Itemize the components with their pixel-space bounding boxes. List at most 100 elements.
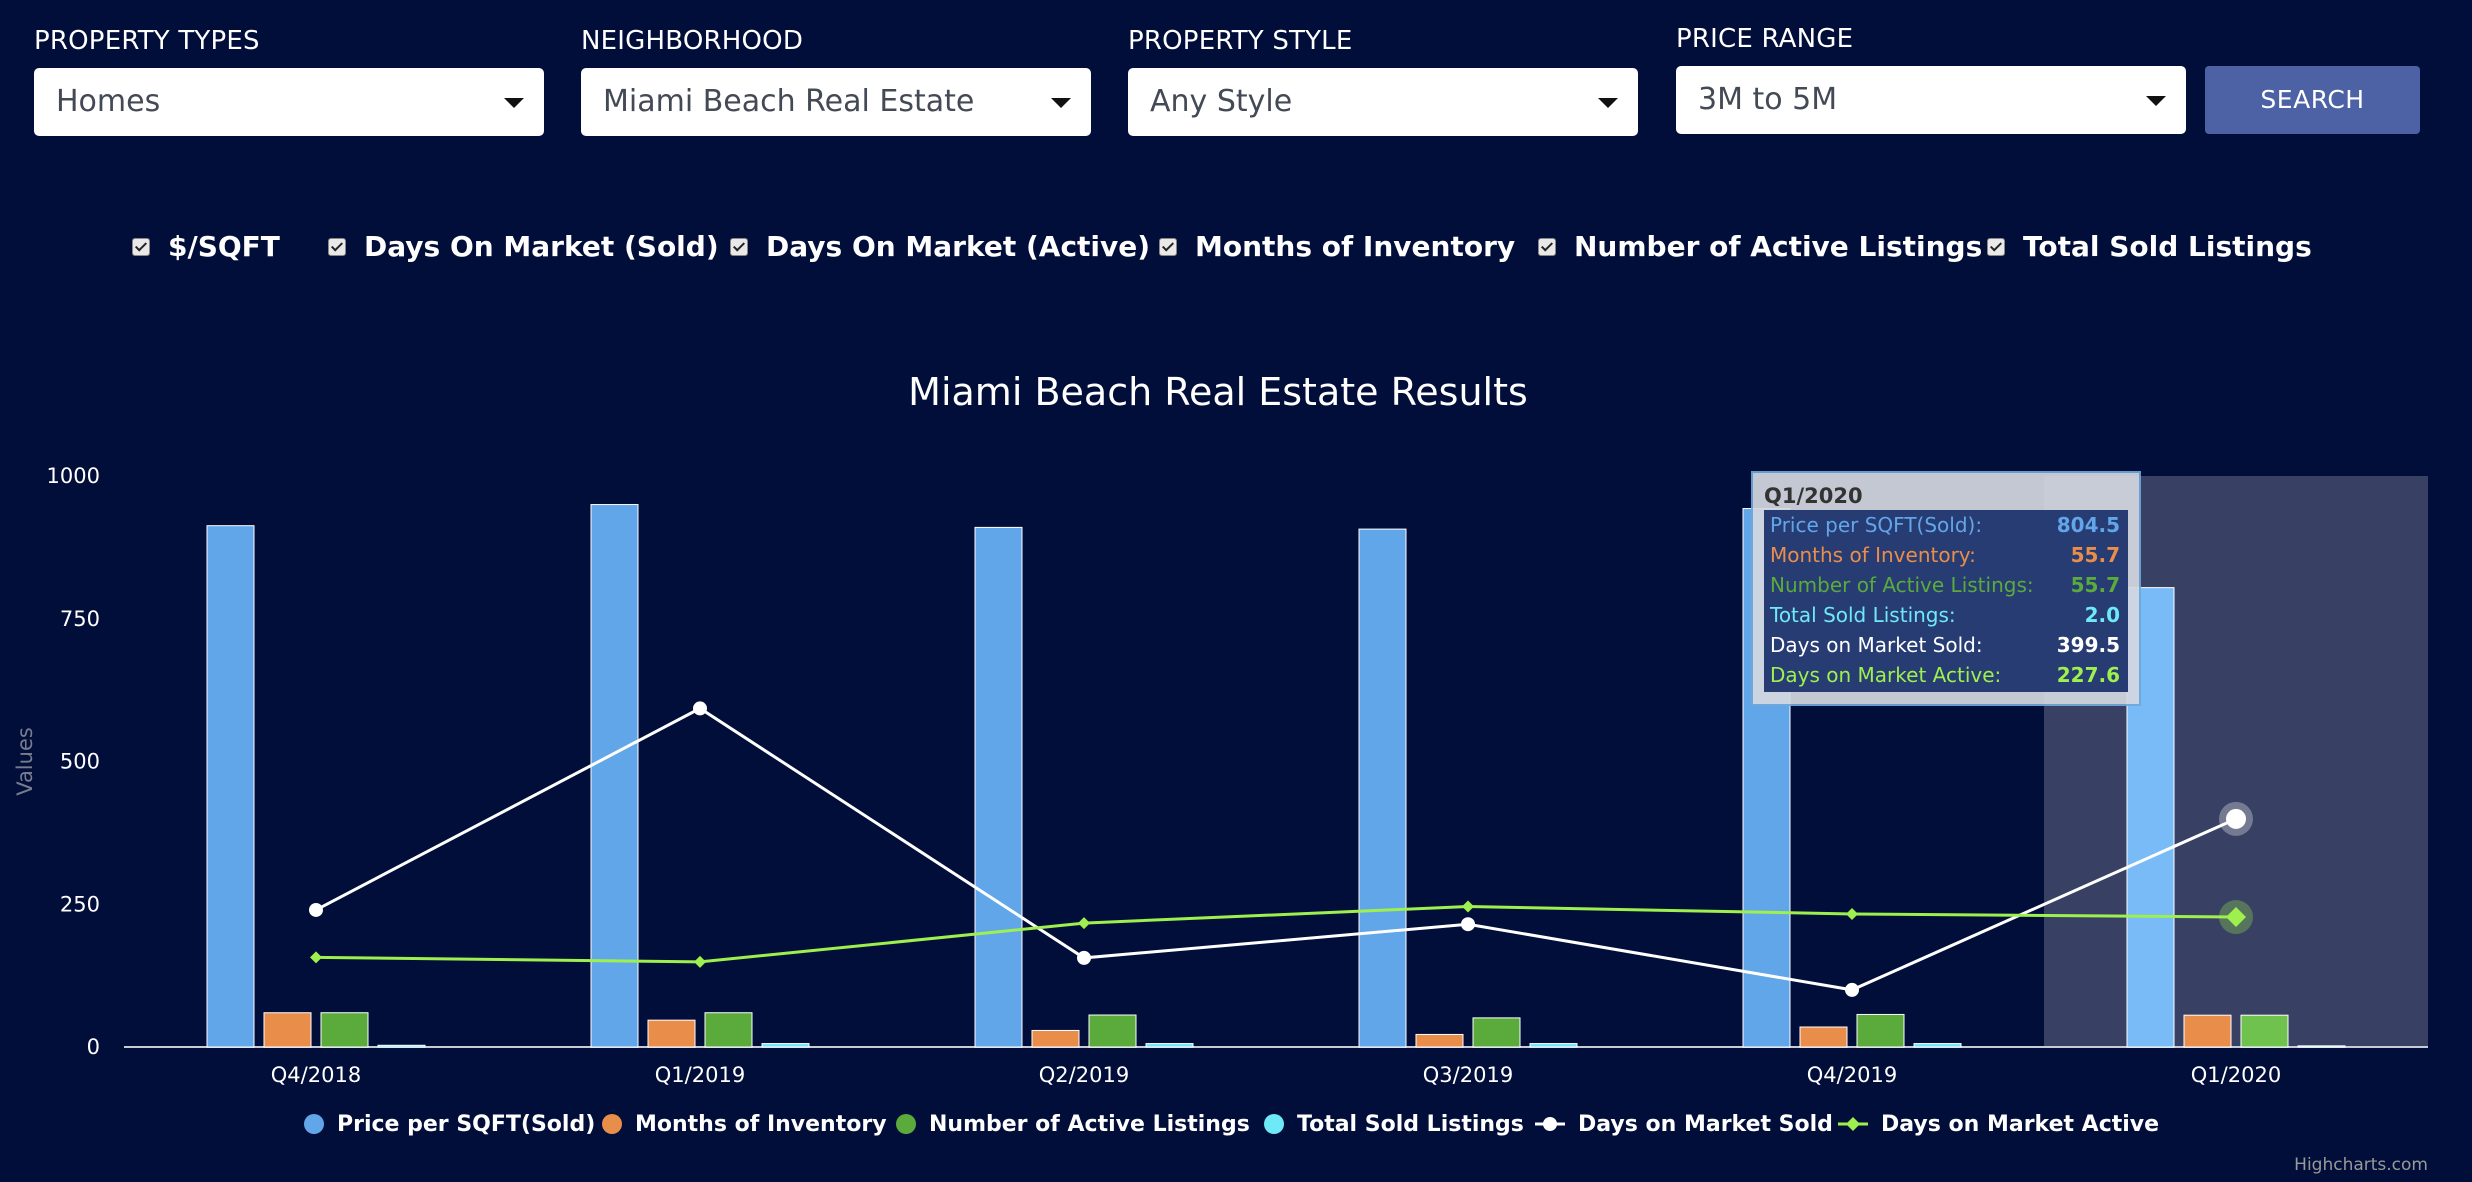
checkbox-label: Months of Inventory — [1195, 230, 1516, 263]
checkbox-label: Total Sold Listings — [2023, 230, 2312, 263]
bar — [1856, 1013, 1905, 1048]
property-style-select[interactable]: Any Style — [1128, 68, 1638, 136]
legend-item: Number of Active Listings — [929, 1112, 1250, 1137]
filter-label: PROPERTY TYPES — [34, 26, 260, 56]
bar — [377, 1044, 426, 1048]
x-tick-label: Q1/2020 — [2191, 1063, 2281, 1087]
y-tick-label: 500 — [60, 750, 100, 774]
x-tick-label: Q4/2018 — [271, 1063, 361, 1087]
tooltip-row-label: Price per SQFT(Sold): — [1770, 513, 1982, 537]
data-point — [1462, 900, 1474, 913]
tooltip-row-label: Total Sold Listings: — [1769, 603, 1956, 627]
bar — [1088, 1014, 1137, 1048]
checkbox-price-sqft[interactable]: $/SQFT — [132, 230, 280, 263]
legend-marker-icon — [896, 1114, 916, 1134]
highlight-band — [2044, 476, 2428, 1047]
bar — [320, 1012, 369, 1048]
bar — [2183, 1014, 2232, 1048]
legend-item: Price per SQFT(Sold) — [337, 1112, 595, 1137]
legend-item: Days on Market Sold — [1578, 1112, 1833, 1137]
bar — [761, 1043, 810, 1048]
checkbox-icon[interactable] — [1159, 237, 1177, 256]
tooltip-row-value: 55.7 — [2071, 543, 2120, 567]
tooltip-row-value: 227.6 — [2057, 663, 2120, 687]
bar — [1145, 1043, 1194, 1048]
bar — [2126, 587, 2175, 1048]
bar — [974, 526, 1023, 1048]
tooltip-row-label: Number of Active Listings: — [1770, 573, 2034, 597]
tooltip-table-bg — [1764, 510, 2128, 692]
price-range-select[interactable]: 3M to 5M — [1676, 66, 2186, 134]
bar — [1742, 508, 1791, 1048]
checkbox-label: Days On Market (Sold) — [364, 230, 719, 263]
data-point — [694, 955, 706, 968]
bar — [1472, 1017, 1521, 1048]
legend-marker-icon — [1264, 1114, 1284, 1134]
point-halo — [2219, 801, 2253, 836]
checkbox-icon[interactable] — [328, 237, 346, 256]
data-point — [693, 701, 707, 716]
x-tick-label: Q4/2019 — [1807, 1063, 1897, 1087]
series-toggle-row: $/SQFT Days On Market (Sold) Days On Mar… — [0, 230, 2472, 270]
property-types-select[interactable]: Homes — [34, 68, 544, 136]
bar — [263, 1012, 312, 1048]
y-tick-label: 0 — [87, 1035, 100, 1059]
tooltip-row-value: 804.5 — [2057, 513, 2120, 537]
data-point — [2226, 907, 2246, 928]
legend-item: Days on Market Active — [1881, 1112, 2159, 1137]
chevron-down-icon — [1598, 98, 1618, 108]
checkbox-label: Days On Market (Active) — [766, 230, 1151, 263]
bar — [1529, 1043, 1578, 1048]
checkbox-dom-active[interactable]: Days On Market (Active) — [730, 230, 1150, 263]
filter-property-style: PROPERTY STYLE Any Style — [1128, 26, 1638, 136]
bar — [590, 504, 639, 1048]
legend-marker-icon — [1846, 1117, 1860, 1131]
bar — [704, 1012, 753, 1048]
y-tick-label: 1000 — [47, 464, 100, 488]
data-point — [1078, 917, 1090, 930]
checkbox-icon[interactable] — [1987, 237, 2005, 256]
bar — [1913, 1043, 1962, 1048]
series-line — [315, 905, 2237, 964]
tooltip-row-value: 55.7 — [2071, 573, 2120, 597]
data-point — [1845, 982, 1859, 997]
checkbox-dom-sold[interactable]: Days On Market (Sold) — [328, 230, 719, 263]
checkbox-icon[interactable] — [730, 237, 748, 256]
bar — [1799, 1026, 1848, 1048]
x-tick-label: Q2/2019 — [1039, 1063, 1129, 1087]
chevron-down-icon — [2146, 96, 2166, 106]
select-value: 3M to 5M — [1698, 82, 1838, 117]
filter-label: NEIGHBORHOOD — [581, 26, 804, 56]
checkbox-icon[interactable] — [1538, 237, 1556, 256]
checkbox-icon[interactable] — [132, 237, 150, 256]
chevron-down-icon — [504, 98, 524, 108]
checkbox-months-inventory[interactable]: Months of Inventory — [1159, 230, 1515, 263]
checkbox-active-listings[interactable]: Number of Active Listings — [1538, 230, 1982, 263]
bar — [2240, 1014, 2289, 1048]
neighborhood-select[interactable]: Miami Beach Real Estate — [581, 68, 1091, 136]
y-tick-label: 250 — [60, 892, 100, 916]
data-point — [310, 951, 322, 964]
bar — [647, 1019, 696, 1048]
search-button[interactable]: SEARCH — [2205, 66, 2420, 134]
legend-marker-icon — [1543, 1117, 1557, 1131]
checkbox-label: Number of Active Listings — [1574, 230, 1983, 263]
data-point — [2226, 808, 2246, 829]
checkbox-total-sold[interactable]: Total Sold Listings — [1987, 230, 2312, 263]
filter-label: PROPERTY STYLE — [1128, 26, 1353, 56]
checkbox-label: $/SQFT — [168, 230, 280, 263]
chart-title: Miami Beach Real Estate Results — [908, 370, 1528, 414]
select-value: Miami Beach Real Estate — [603, 84, 975, 119]
tooltip-box — [1751, 471, 2141, 706]
bar — [1358, 528, 1407, 1048]
filter-price-range: PRICE RANGE 3M to 5M — [1676, 24, 2186, 134]
tooltip-title: Q1/2020 — [1764, 484, 1863, 508]
data-point — [309, 902, 323, 917]
filter-label: PRICE RANGE — [1676, 24, 1854, 54]
x-tick-label: Q1/2019 — [655, 1063, 745, 1087]
chevron-down-icon — [1051, 98, 1071, 108]
legend-marker-icon — [602, 1114, 622, 1134]
x-tick-label: Q3/2019 — [1423, 1063, 1513, 1087]
chart-credit: Highcharts.com — [2294, 1155, 2428, 1175]
